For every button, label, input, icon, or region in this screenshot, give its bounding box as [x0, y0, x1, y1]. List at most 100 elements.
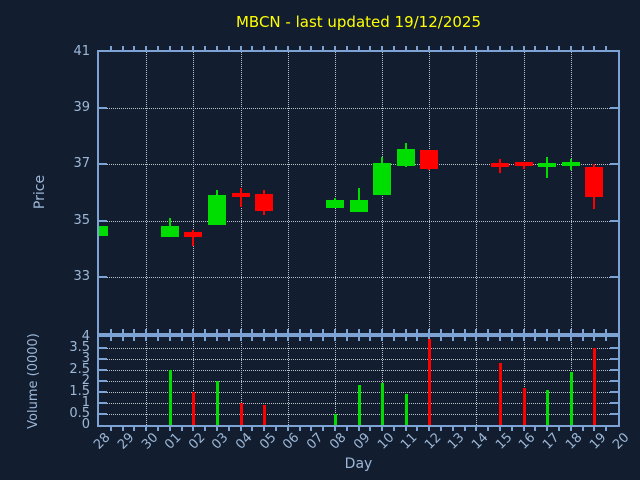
candle-up — [538, 162, 557, 168]
tick-mark — [558, 329, 561, 333]
tick-mark — [286, 329, 289, 333]
volume-bar-down — [192, 392, 196, 425]
tick-mark — [145, 337, 148, 341]
tick-mark — [392, 337, 395, 341]
tick-mark — [333, 427, 336, 431]
tick-mark — [522, 427, 525, 431]
price-tick-label: 39 — [73, 100, 90, 116]
tick-mark — [369, 46, 372, 50]
volume-gridline — [382, 337, 384, 425]
tick-mark — [569, 337, 572, 341]
tick-mark — [322, 337, 325, 341]
tick-mark — [286, 427, 289, 431]
tick-mark — [99, 358, 107, 360]
tick-mark — [534, 329, 537, 333]
tick-mark — [451, 427, 454, 431]
tick-mark — [168, 427, 171, 431]
tick-mark — [345, 46, 348, 50]
price-gridline — [193, 52, 195, 333]
day-tick-label: 06 — [280, 430, 303, 453]
tick-mark — [605, 427, 608, 431]
tick-mark — [487, 46, 490, 50]
tick-mark — [239, 46, 242, 50]
tick-mark — [99, 369, 107, 371]
tick-mark — [610, 219, 618, 222]
candle-up — [207, 195, 226, 225]
tick-mark — [546, 427, 549, 431]
candle-up — [349, 199, 368, 213]
tick-mark — [156, 329, 159, 333]
tick-mark — [274, 46, 277, 50]
volume-bar-up — [168, 370, 172, 425]
tick-mark — [168, 329, 171, 333]
tick-mark — [204, 427, 207, 431]
tick-mark — [610, 358, 618, 360]
tick-mark — [274, 427, 277, 431]
day-tick-label: 20 — [610, 430, 633, 453]
tick-mark — [133, 337, 136, 341]
tick-mark — [428, 46, 431, 50]
tick-mark — [558, 337, 561, 341]
tick-mark — [605, 46, 608, 50]
tick-mark — [239, 427, 242, 431]
tick-mark — [145, 46, 148, 50]
volume-gridline — [99, 348, 618, 349]
volume-tick-label: 0.5 — [69, 406, 90, 421]
tick-mark — [322, 329, 325, 333]
day-tick-label: 11 — [398, 430, 421, 453]
day-tick-label: 29 — [115, 430, 138, 453]
tick-mark — [251, 329, 254, 333]
tick-mark — [180, 337, 183, 341]
tick-mark — [263, 427, 266, 431]
tick-mark — [133, 427, 136, 431]
price-tick-label: 41 — [73, 44, 90, 59]
tick-mark — [168, 337, 171, 341]
tick-mark — [404, 329, 407, 333]
tick-mark — [558, 46, 561, 50]
tick-mark — [475, 46, 478, 50]
candle-up — [396, 148, 415, 166]
volume-bar-up — [404, 394, 408, 425]
volume-gridline — [99, 381, 618, 382]
tick-mark — [546, 329, 549, 333]
candle-down — [420, 150, 439, 169]
candle-down — [514, 161, 533, 166]
day-tick-label: 09 — [351, 430, 374, 453]
tick-mark — [475, 337, 478, 341]
tick-mark — [610, 380, 618, 382]
day-tick-label: 02 — [185, 430, 209, 453]
tick-mark — [121, 46, 124, 50]
tick-mark — [357, 427, 360, 431]
tick-mark — [522, 46, 525, 50]
tick-mark — [546, 337, 549, 341]
day-tick-label: 13 — [445, 430, 468, 453]
tick-mark — [569, 427, 572, 431]
tick-mark — [333, 46, 336, 50]
tick-mark — [251, 46, 254, 50]
tick-mark — [487, 329, 490, 333]
tick-mark — [593, 337, 596, 341]
tick-mark — [99, 391, 107, 393]
tick-mark — [610, 275, 618, 278]
tick-mark — [510, 337, 513, 341]
tick-mark — [475, 329, 478, 333]
candle-up — [99, 226, 108, 237]
tick-mark — [99, 107, 107, 110]
tick-mark — [156, 337, 159, 341]
tick-mark — [298, 329, 301, 333]
tick-mark — [487, 337, 490, 341]
tick-mark — [499, 46, 502, 50]
tick-mark — [581, 329, 584, 333]
tick-mark — [381, 46, 384, 50]
tick-mark — [192, 329, 195, 333]
tick-mark — [227, 427, 230, 431]
day-tick-label: 18 — [563, 430, 586, 453]
tick-mark — [322, 427, 325, 431]
tick-mark — [610, 391, 618, 393]
tick-mark — [392, 46, 395, 50]
tick-mark — [310, 337, 313, 341]
tick-mark — [610, 369, 618, 371]
tick-mark — [251, 337, 254, 341]
candle-up — [561, 161, 580, 166]
tick-mark — [239, 337, 242, 341]
